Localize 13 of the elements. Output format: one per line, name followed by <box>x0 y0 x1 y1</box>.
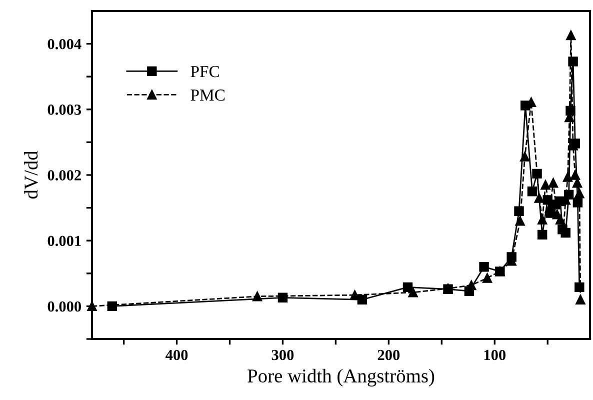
y-axis-title: dV/dd <box>24 150 38 199</box>
x-tick-label: 100 <box>484 350 506 360</box>
y-tick-label: 0.004 <box>48 38 82 50</box>
x-tick-label: 300 <box>272 350 294 360</box>
legend-label: PMC <box>190 90 225 101</box>
y-tick-label: 0.001 <box>48 236 81 246</box>
y-tick-label: 0.003 <box>48 104 82 115</box>
x-axis-title: Pore width (Angströms) <box>248 368 434 387</box>
y-tick-label: 0.002 <box>48 170 81 181</box>
x-tick-label: 400 <box>166 350 188 360</box>
legend-label: PFC <box>190 66 219 78</box>
y-tick-label: 0.000 <box>48 301 81 312</box>
x-tick-label: 200 <box>378 350 400 360</box>
